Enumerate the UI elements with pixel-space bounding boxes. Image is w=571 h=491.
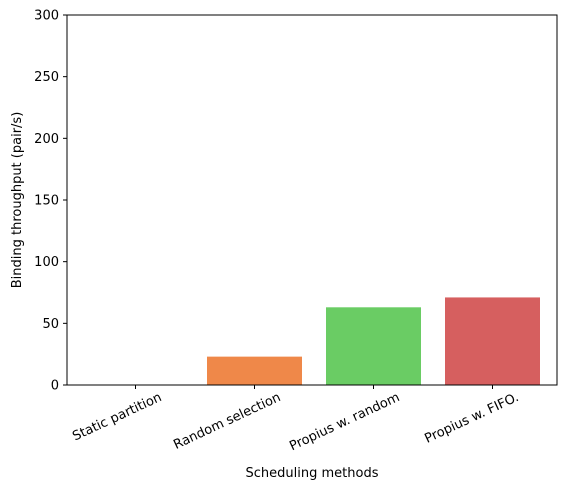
x-tick-label: Propius w. random xyxy=(287,390,402,454)
x-tick-label: Static partition xyxy=(70,390,164,444)
bar-propius-w-fifo xyxy=(445,297,540,385)
y-tick-label: 150 xyxy=(34,194,59,209)
bar-propius-w-random xyxy=(326,307,421,385)
bar-random-selection xyxy=(207,356,302,385)
x-tick-label: Random selection xyxy=(171,390,283,453)
x-tick-label: Propius w. FIFO. xyxy=(422,390,521,447)
plot-frame xyxy=(66,14,558,386)
x-axis-label: Scheduling methods xyxy=(246,466,379,481)
y-tick-label: 0 xyxy=(51,379,59,394)
y-tick-label: 300 xyxy=(34,9,59,24)
x-axis-ticks: Static partition Random selection Propius … xyxy=(70,385,521,454)
bars-group xyxy=(207,297,540,385)
y-tick-label: 50 xyxy=(42,317,59,332)
y-axis-ticks: 0 50 100 150 200 250 300 xyxy=(34,9,67,394)
y-tick-label: 250 xyxy=(34,70,59,85)
y-tick-label: 200 xyxy=(34,132,59,147)
y-axis-label: Binding throughput (pair/s) xyxy=(10,112,25,289)
y-tick-label: 100 xyxy=(34,255,59,270)
